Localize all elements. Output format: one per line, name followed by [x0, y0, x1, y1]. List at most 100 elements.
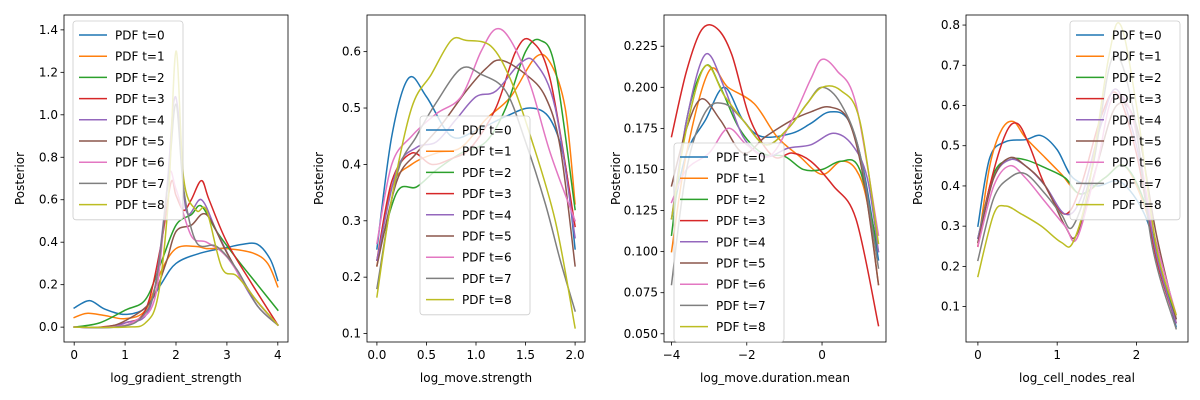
y-tick-label: 1.2 [39, 65, 58, 79]
x-axis-label: log_move.duration.mean [700, 371, 850, 385]
x-tick-label: 0.5 [417, 348, 436, 362]
legend-label: PDF t=4 [1112, 113, 1162, 127]
legend-box [673, 142, 785, 343]
x-tick-label: 2 [1133, 348, 1141, 362]
y-tick-label: 0.2 [39, 278, 58, 292]
y-tick-label: 0.3 [941, 219, 960, 233]
legend-box [72, 20, 184, 221]
legend-label: PDF t=8 [115, 198, 165, 212]
y-tick-label: 0.5 [941, 139, 960, 153]
legend-label: PDF t=8 [1112, 198, 1162, 212]
legend-label: PDF t=1 [1112, 50, 1162, 64]
x-axis-label: log_gradient_strength [110, 371, 241, 385]
legend-label: PDF t=2 [115, 71, 165, 85]
series-line-t1 [73, 245, 279, 320]
legend-label: PDF t=4 [462, 208, 512, 222]
legend-label: PDF t=1 [462, 145, 512, 159]
legend-label: PDF t=7 [1112, 177, 1162, 191]
legend: PDF t=0 PDF t=1 PDF t=2 PDF t=3 PDF t=4 PDF t… [419, 115, 531, 316]
x-tick-label: 0 [70, 348, 78, 362]
y-tick-label: 0.200 [624, 80, 658, 94]
series-line-t7 [376, 66, 577, 312]
legend-label: PDF t=3 [462, 187, 512, 201]
y-axis-label: Posterior [911, 152, 925, 205]
y-tick-label: 0.150 [624, 162, 658, 176]
x-tick-label: 0.0 [367, 348, 386, 362]
legend-label: PDF t=7 [462, 272, 512, 286]
x-tick-label: −2 [738, 348, 756, 362]
legend-label: PDF t=5 [115, 135, 165, 149]
axes-frame [965, 14, 1189, 343]
legend: PDF t=0 PDF t=1 PDF t=2 PDF t=3 PDF t=4 PDF t… [673, 142, 785, 343]
legend-label: PDF t=1 [716, 172, 766, 186]
series-line-t5 [73, 212, 279, 329]
legend-label: PDF t=5 [716, 257, 766, 271]
subplot-1: 0 1 2 3 4 0.0 0.2 0.4 0.6 0.8 1.0 1.2 1.4 log_gradien… [13, 14, 289, 385]
y-tick-label: 0.4 [39, 235, 58, 249]
series-line-t4 [376, 57, 576, 262]
legend-label: PDF t=2 [716, 193, 766, 207]
x-tick-label: 2 [172, 348, 180, 362]
subplot-4: 0 1 2 0.1 0.2 0.3 0.4 0.5 0.6 0.7 0.8 log_cell_node… [911, 14, 1189, 385]
x-tick-label: 0 [818, 348, 826, 362]
x-tick-label: −4 [663, 348, 681, 362]
y-tick-label: 0.225 [624, 39, 658, 53]
x-tick-label: 1.0 [466, 348, 485, 362]
y-tick-label: 0.4 [342, 157, 361, 171]
y-tick-label: 0.2 [342, 270, 361, 284]
legend-label: PDF t=2 [1112, 71, 1162, 85]
y-tick-label: 0.3 [342, 214, 361, 228]
legend-box [419, 115, 531, 316]
subplot-3: −4 −2 0 0.050 0.075 0.100 0.125 0.150 0.175 0.200… [609, 14, 887, 385]
legend-label: PDF t=0 [716, 151, 766, 165]
series-line-t1 [670, 67, 880, 286]
y-tick-label: 0.050 [624, 327, 658, 341]
legend-label: PDF t=0 [115, 29, 165, 43]
legend: PDF t=0 PDF t=1 PDF t=2 PDF t=3 PDF t=4 PDF t… [1069, 20, 1181, 221]
legend-box [1069, 20, 1181, 221]
legend-label: PDF t=7 [716, 299, 766, 313]
y-tick-label: 0.6 [39, 193, 58, 207]
y-tick-label: 0.2 [941, 259, 960, 273]
series-line-t6 [376, 27, 577, 245]
y-tick-label: 0.1 [941, 300, 960, 314]
y-tick-label: 0.5 [342, 101, 361, 115]
legend-label: PDF t=6 [115, 156, 165, 170]
y-tick-label: 0.7 [941, 58, 960, 72]
x-tick-label: 1 [1053, 348, 1061, 362]
y-axis-label: Posterior [312, 152, 326, 205]
legend-label: PDF t=0 [462, 124, 512, 138]
legend-label: PDF t=8 [462, 293, 512, 307]
y-tick-label: 0.4 [941, 179, 960, 193]
legend-label: PDF t=4 [115, 113, 165, 127]
legend-label: PDF t=3 [1112, 92, 1162, 106]
legend-label: PDF t=8 [716, 320, 766, 334]
y-tick-label: 0.125 [624, 204, 658, 218]
y-tick-label: 0.0 [39, 320, 58, 334]
y-axis-label: Posterior [609, 152, 623, 205]
series-line-t8 [376, 36, 576, 329]
x-tick-label: 3 [223, 348, 231, 362]
y-tick-label: 0.8 [941, 18, 960, 32]
y-axis-label: Posterior [13, 152, 27, 205]
x-tick-label: 4 [274, 348, 282, 362]
y-tick-label: 0.8 [39, 150, 58, 164]
subplot-2: 0.0 0.5 1.0 1.5 2.0 0.1 0.2 0.3 0.4 0.5 0.6 log_mov… [312, 14, 586, 385]
y-tick-label: 0.1 [342, 327, 361, 341]
y-tick-label: 1.0 [39, 108, 58, 122]
x-axis-label: log_cell_nodes_real [1019, 371, 1135, 385]
series-line-t8 [670, 64, 880, 245]
y-tick-label: 1.4 [39, 23, 58, 37]
legend-label: PDF t=1 [115, 50, 165, 64]
legend-label: PDF t=6 [716, 278, 766, 292]
legend-label: PDF t=5 [1112, 135, 1162, 149]
series-line-t0 [73, 242, 279, 316]
series-line-t5 [670, 98, 880, 286]
y-tick-label: 0.6 [342, 45, 361, 59]
legend-label: PDF t=6 [1112, 156, 1162, 170]
series-line-t2 [73, 204, 279, 329]
legend: PDF t=0 PDF t=1 PDF t=2 PDF t=3 PDF t=4 PDF t… [72, 20, 184, 221]
x-axis-label: log_move.strength [420, 371, 532, 385]
legend-label: PDF t=3 [115, 92, 165, 106]
